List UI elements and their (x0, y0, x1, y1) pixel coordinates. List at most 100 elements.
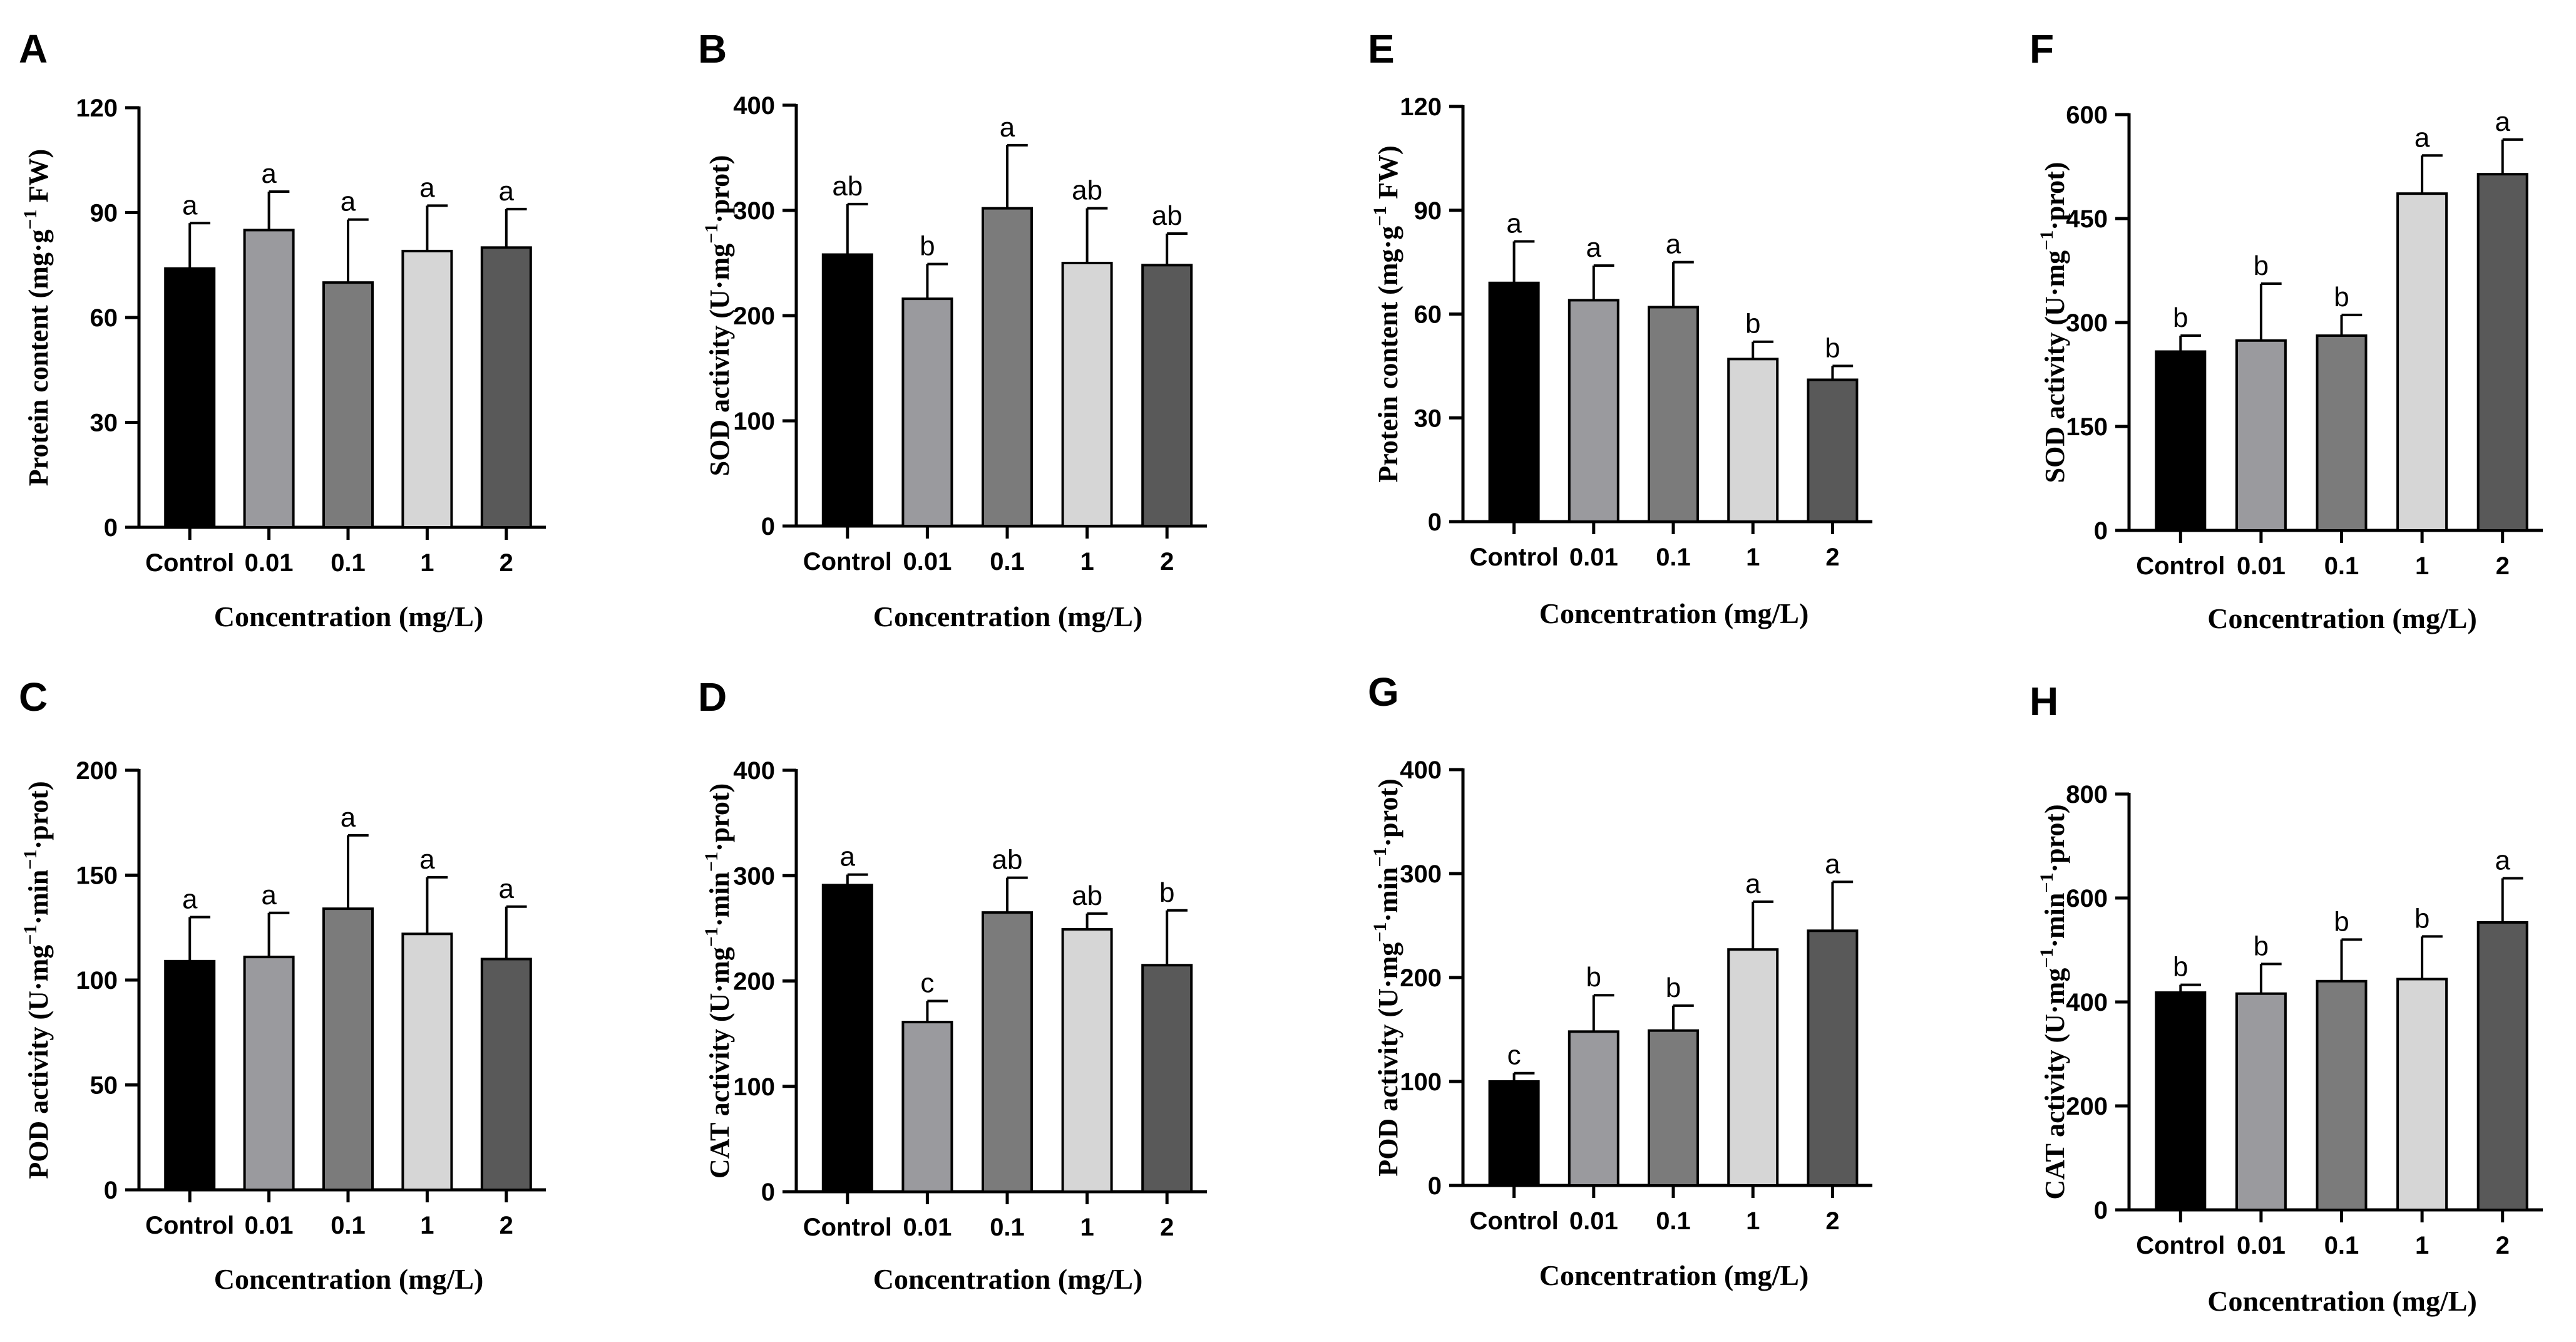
y-tick-label: 100 (1400, 1068, 1442, 1096)
panel-b: B 0 100 200 300 400 ab Control b 0.01 a 0.1 ab 1 ab 2 Co… (698, 26, 1207, 632)
x-tick-label: 0.01 (2237, 552, 2286, 580)
significance-label: b (1825, 333, 1840, 363)
bar (1061, 928, 1113, 1193)
y-tick-label: 300 (2066, 309, 2108, 337)
x-tick-label: 0.01 (1569, 544, 1618, 571)
x-tick-label: 0.1 (2324, 552, 2359, 580)
bar (1061, 262, 1113, 527)
x-tick-label: 0.01 (903, 548, 952, 576)
significance-label: a (2414, 122, 2430, 153)
y-tick-label: 450 (2066, 205, 2108, 233)
y-tick-label: 600 (2066, 885, 2108, 912)
bar (2316, 979, 2368, 1212)
significance-label: b (2173, 952, 2188, 983)
significance-label: b (2334, 906, 2349, 937)
panel-e: E 0 30 60 90 120 a Control a 0.01 a 0.1 b 1 b 2 Concentr… (1368, 26, 1872, 629)
y-tick-label: 200 (2066, 1093, 2108, 1120)
bar (1807, 378, 1859, 523)
bar (2476, 921, 2528, 1211)
significance-label: a (182, 884, 198, 915)
y-tick-label: 60 (90, 304, 118, 332)
significance-label: a (341, 802, 356, 833)
bar (243, 229, 295, 529)
bar (1141, 264, 1193, 527)
bar (2155, 350, 2207, 532)
y-tick-label: 600 (2066, 101, 2108, 129)
y-tick-label: 100 (733, 1073, 775, 1101)
x-tick-label: 1 (1746, 544, 1760, 571)
bar (401, 249, 453, 529)
significance-label: b (1159, 877, 1174, 908)
x-tick-label: Control (1470, 544, 1559, 571)
y-tick-label: 200 (76, 757, 118, 785)
y-tick-label: 120 (1400, 93, 1442, 121)
significance-label: a (1586, 232, 1602, 263)
y-tick-label: 200 (1400, 964, 1442, 992)
y-tick-label: 0 (104, 514, 118, 542)
x-tick-label: 0.1 (1656, 544, 1691, 571)
y-tick-label: 0 (1428, 508, 1442, 536)
y-tick-label: 90 (90, 200, 118, 227)
x-tick-label: 2 (1825, 1207, 1839, 1235)
x-tick-label: 0.01 (245, 1212, 294, 1239)
x-axis-label: Concentration (mg/L) (1539, 1259, 1809, 1291)
y-tick-label: 0 (2094, 517, 2108, 545)
bar (243, 956, 295, 1192)
y-axis-label: POD activity (U·mg−1·min−1·prot) (20, 781, 54, 1179)
y-axis-label: CAT activity (U·mg−1·min−1·prot) (2036, 804, 2070, 1199)
bar (2396, 192, 2448, 532)
x-tick-label: 1 (420, 549, 434, 577)
significance-label: a (419, 844, 435, 875)
significance-label: a (840, 842, 856, 872)
x-axis-label: Concentration (mg/L) (2207, 1285, 2477, 1317)
x-axis-label: Concentration (mg/L) (2207, 602, 2477, 634)
x-tick-label: Control (145, 1212, 234, 1239)
x-tick-label: 1 (1080, 548, 1094, 576)
significance-label: b (920, 231, 935, 262)
bar (1568, 299, 1619, 523)
y-axis-label: Protein content (mg·g−1 FW) (1370, 145, 1403, 482)
x-tick-label: 0.1 (2324, 1232, 2359, 1259)
bar (2235, 339, 2287, 532)
bar (2476, 173, 2528, 532)
panel-h: H 0 200 400 600 800 b Control b 0.01 b 0.1 b 1 a 2 Conce… (2029, 679, 2543, 1317)
bar (164, 267, 216, 529)
x-tick-label: Control (1470, 1207, 1559, 1235)
y-tick-label: 200 (733, 302, 775, 330)
panel-g: G 0 100 200 300 400 c Control b 0.01 b 0.1 a 1 a 2 Conce… (1368, 669, 1872, 1291)
y-tick-label: 120 (76, 95, 118, 122)
y-tick-label: 400 (733, 757, 775, 785)
significance-label: a (261, 880, 277, 911)
y-tick-label: 150 (2066, 413, 2108, 441)
y-tick-label: 30 (90, 410, 118, 437)
x-tick-label: 0.01 (903, 1214, 952, 1241)
x-tick-label: 1 (1746, 1207, 1760, 1235)
panel-letter: E (1368, 26, 1395, 71)
y-tick-label: 0 (104, 1177, 118, 1204)
x-tick-label: 2 (1160, 548, 1174, 576)
bar (1648, 306, 1699, 523)
x-tick-label: Control (803, 1214, 892, 1241)
panel-letter: B (698, 26, 727, 71)
x-tick-label: Control (2136, 552, 2225, 580)
significance-label: c (1507, 1040, 1521, 1071)
x-tick-label: Control (145, 549, 234, 577)
panel-letter: G (1368, 669, 1399, 715)
bar (1807, 929, 1859, 1187)
bar (2235, 992, 2287, 1211)
y-tick-label: 0 (761, 1179, 775, 1206)
x-axis-label: Concentration (mg/L) (873, 601, 1143, 632)
x-tick-label: 2 (2496, 1232, 2510, 1259)
y-tick-label: 60 (1414, 301, 1442, 329)
y-tick-label: 150 (76, 862, 118, 890)
significance-label: a (341, 187, 356, 217)
x-tick-label: 0.1 (331, 1212, 366, 1239)
y-tick-label: 0 (761, 513, 775, 540)
y-axis-label: Protein content (mg·g−1 FW) (20, 149, 54, 486)
x-axis-label: Concentration (mg/L) (214, 1263, 484, 1295)
panel-c: C 0 50 100 150 200 a Control a 0.01 a 0.1 a 1 a 2 Concen… (19, 674, 546, 1295)
x-axis-label: Concentration (mg/L) (1539, 597, 1809, 629)
significance-label: a (499, 176, 515, 207)
y-tick-label: 300 (1400, 860, 1442, 888)
